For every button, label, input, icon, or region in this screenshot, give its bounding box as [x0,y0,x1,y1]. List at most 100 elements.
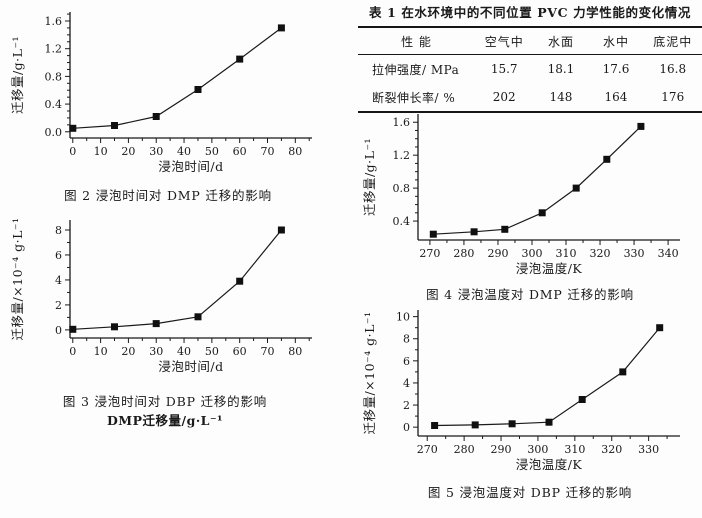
table1-header-row: 性 能 空气中 水面 水中 底泥中 [358,27,702,55]
figure4-caption: 图 4 浸泡温度对 DMP 迁移的影响 [426,287,634,302]
y-tick-label: 8 [55,224,62,237]
y-tick-label: 0.4 [393,215,411,228]
data-point-marker [431,422,439,429]
y-axis-label: 迁移量/×10⁻⁴ g·L⁻¹ [362,311,377,434]
data-point-marker [69,124,77,132]
data-point-marker [637,122,645,130]
data-point-marker [471,421,479,429]
x-tick-label: 330 [624,247,645,260]
x-tick-label: 280 [453,247,474,260]
table1-row-label: 断裂伸长率/ % [372,90,456,105]
y-tick-label: 0 [55,324,62,337]
x-tick-label: 70 [260,345,274,358]
x-tick-label: 50 [205,345,219,358]
y-tick-label: 0.8 [393,182,411,195]
figure5-chart: 270 280 290 300 310 320 330 0 2 4 6 8 10 浸泡温度/K 迁移量/×1… [360,302,700,480]
data-line [434,327,661,427]
x-tick-label: 60 [233,345,247,358]
y-tick-label: 2 [403,399,410,412]
y-tick-label: 0.4 [45,98,63,111]
x-tick-label: 0 [69,345,76,358]
x-tick-label: 330 [638,443,659,456]
y-tick-label: 1.2 [393,149,411,162]
y-tick-label: 8 [403,333,410,346]
x-tick-label: 290 [491,443,512,456]
table1-cell: 164 [604,90,628,104]
x-tick-label: 270 [417,443,438,456]
data-point-marker [194,313,202,321]
x-tick-label: 320 [590,247,611,260]
x-tick-label: 10 [94,345,108,358]
x-tick-label: 80 [288,145,302,158]
y-axis-label: 迁移量/×10⁻⁴ g·L⁻¹ [10,217,25,340]
data-point-marker [277,24,285,32]
x-axis-label: 浸泡温度/K [516,457,583,472]
y-tick-label: 1.6 [45,15,63,28]
data-point-marker [470,228,478,236]
y-tick-label: 2 [55,299,62,312]
x-tick-label: 50 [205,145,219,158]
x-tick-label: 320 [601,443,622,456]
x-tick-label: 20 [121,345,135,358]
figure4-chart: 270 280 290 300 310 320 330 340 0.4 0.8 1.2 1.6 浸泡温度… [360,104,700,286]
x-tick-label: 300 [527,443,548,456]
table1-col-header: 水面 [533,27,589,55]
x-tick-label: 280 [454,443,475,456]
data-line [433,125,642,235]
table1-block: 表 1 在水环境中的不同位置 PVC 力学性能的变化情况 性 能 空气中 水面 … [358,2,702,113]
table1-col-header: 底泥中 [643,27,702,55]
data-point-marker [194,86,202,93]
x-tick-label: 290 [487,247,508,260]
fig5-plot: 270 280 290 300 310 320 330 0 2 4 6 8 10 浸泡温度/K 迁移量/×1… [362,310,680,472]
data-point-marker [619,368,627,376]
x-tick-label: 40 [177,145,191,158]
y-tick-label: 10 [396,311,410,324]
x-axis-label: 浸泡时间/d [158,159,223,174]
figure2-chart: 0 10 20 30 40 50 60 70 80 0.0 0.4 0.8 1.2 1.6 浸泡时间/d 迁移… [8,2,328,180]
x-tick-label: 300 [521,247,542,260]
x-tick-label: 310 [556,247,577,260]
data-point-marker [111,323,118,331]
table1-cell: 15.7 [490,62,518,76]
y-tick-label: 0.0 [45,126,63,139]
y-tick-label: 6 [55,249,62,262]
y-axis-label: 迁移量/g·L⁻¹ [362,138,377,216]
y-axis-label: 迁移量/g·L⁻¹ [10,36,25,114]
fig2-plot: 0 10 20 30 40 50 60 70 80 0.0 0.4 0.8 1.2 1.6 浸泡时间/d 迁移… [10,12,312,174]
table1-col-header: 水中 [588,27,644,55]
table1-col-header: 性 能 [358,27,475,55]
x-tick-label: 20 [121,145,135,158]
table1-col-header: 空气中 [474,27,534,55]
data-point-marker [603,155,611,163]
data-point-marker [501,225,509,233]
figure3-caption: 图 3 浸泡时间对 DBP 迁移的影响 [62,394,268,409]
table1-cell: 148 [549,90,573,104]
y-tick-label: 4 [55,274,62,287]
data-point-marker [545,418,553,426]
data-point-marker [236,277,244,285]
x-tick-label: 310 [564,443,585,456]
data-point-marker [538,209,546,217]
fig4-plot: 270 280 290 300 310 320 330 340 0.4 0.8 1.2 1.6 浸泡温度… [362,114,680,276]
y-tick-label: 6 [403,355,410,368]
y-tick-label: 4 [403,377,410,390]
data-point-marker [111,122,118,129]
x-tick-label: 10 [94,145,108,158]
table1-cell: 176 [661,90,685,104]
data-point-marker [152,113,160,120]
figure2-caption: 图 2 浸泡时间对 DMP 迁移的影响 [64,188,272,203]
x-axis-label: 浸泡温度/K [516,261,583,276]
y-tick-label: 1.2 [45,43,63,56]
figure5-caption: 图 5 浸泡温度对 DBP 迁移的影响 [427,485,633,500]
table1-cell: 202 [492,90,516,104]
table1-row-elongation: 断裂伸长率/ % 202 148 164 176 [358,83,702,112]
x-tick-label: 40 [177,345,191,358]
table1: 性 能 空气中 水面 水中 底泥中 拉伸强度/ MPa 15.7 18.1 17… [358,26,702,113]
table1-cell: 16.8 [659,62,687,76]
data-point-marker [236,55,244,63]
x-tick-label: 80 [288,345,302,358]
x-tick-label: 30 [149,345,163,358]
data-line [72,229,282,330]
x-tick-label: 0 [69,145,76,158]
